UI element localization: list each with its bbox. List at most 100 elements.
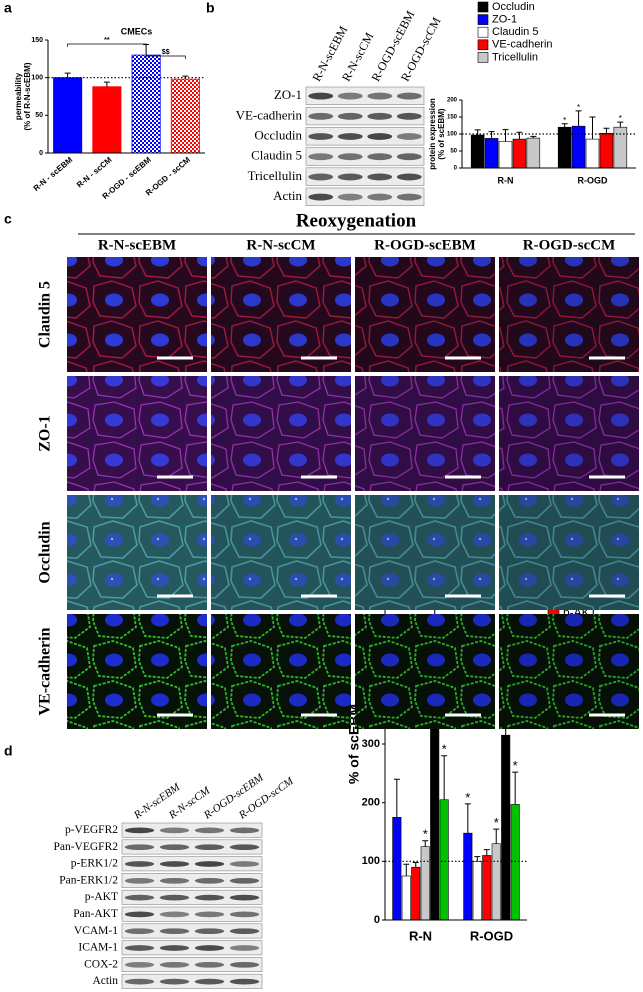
- significance-mark: *: [442, 742, 447, 757]
- micrograph-shade: [67, 257, 207, 372]
- blot-band: [308, 92, 334, 100]
- comparison-bracket: [67, 43, 147, 47]
- y-tick-label: 200: [447, 98, 458, 104]
- error-bar: [561, 123, 568, 128]
- bar: [463, 832, 473, 921]
- blot-strip: [121, 906, 263, 922]
- micrograph: [355, 495, 495, 610]
- blot-band: [159, 945, 190, 951]
- bar: [482, 855, 492, 921]
- blot-strip: [305, 106, 425, 126]
- blot-band: [124, 978, 155, 985]
- micrograph-shade: [499, 495, 639, 610]
- micrograph: [499, 257, 639, 372]
- blot-band: [159, 894, 190, 901]
- error-bar: [493, 828, 500, 844]
- error-bar: [422, 840, 429, 847]
- row-label: Actin: [273, 188, 302, 203]
- micrograph-image: [67, 376, 207, 491]
- row-label: Tricellulin: [248, 168, 303, 183]
- blot-band: [159, 877, 190, 884]
- chart-title: CMECs: [121, 26, 153, 36]
- blot-band: [124, 928, 155, 935]
- column-header: R-OGD-scEBM: [374, 237, 476, 253]
- micrograph-shade: [355, 376, 495, 491]
- blot-band: [308, 153, 334, 161]
- blot-band: [124, 945, 155, 951]
- micrograph-image: [211, 257, 351, 372]
- blot-strip: [121, 873, 263, 889]
- micrograph: [211, 495, 351, 610]
- blot-band: [396, 153, 422, 161]
- error-bar: [103, 81, 110, 87]
- blot-strip: [121, 973, 263, 989]
- blot-band: [159, 861, 190, 867]
- micrograph: [499, 614, 639, 729]
- bar: [512, 138, 527, 169]
- blot-band: [229, 844, 260, 851]
- error-bar: [64, 72, 71, 78]
- blot-band: [124, 894, 155, 901]
- bar: [613, 126, 628, 169]
- micrograph: [355, 257, 495, 372]
- row-label: Actin: [92, 975, 118, 987]
- y-tick-label: 50: [450, 149, 457, 155]
- column-header: R-N-scCM: [246, 237, 315, 253]
- blot-band: [229, 978, 260, 985]
- blot-band: [194, 928, 225, 935]
- micrograph: [67, 495, 207, 610]
- bar: [439, 799, 449, 921]
- blot-band: [229, 827, 260, 834]
- blot-band: [159, 911, 190, 918]
- micrograph-image: [355, 614, 495, 729]
- micrograph-image: [499, 495, 639, 610]
- error-bar: [617, 121, 624, 128]
- blot-band: [194, 844, 225, 851]
- blot-band: [124, 877, 155, 884]
- microscopy-title: Reoxygenation: [296, 210, 417, 231]
- blot-band: [124, 961, 155, 968]
- blot-band: [124, 844, 155, 851]
- legend-label: Occludin: [492, 1, 535, 13]
- micrograph-image: [67, 495, 207, 610]
- micrograph-image: [499, 257, 639, 372]
- legend-swatch: [477, 52, 489, 63]
- blot-band: [194, 945, 225, 951]
- blot-band: [308, 133, 334, 140]
- micrograph: [211, 614, 351, 729]
- blot-band: [337, 133, 363, 140]
- error-bar: [393, 778, 400, 818]
- blot-strip: [305, 167, 425, 186]
- y-axis-label: (% of R-N-scEBM): [23, 62, 32, 130]
- error-bar: [403, 863, 410, 876]
- blot-band: [159, 827, 190, 834]
- micrograph: [499, 495, 639, 610]
- bar: [470, 134, 485, 169]
- error-bar: [474, 856, 481, 862]
- y-tick-label: 50: [35, 112, 43, 119]
- error-bar: [474, 129, 481, 136]
- error-bar: [512, 771, 519, 805]
- blot-band: [396, 112, 422, 120]
- y-tick-label: 150: [447, 115, 458, 121]
- y-tick-label: 100: [31, 75, 43, 82]
- micrograph-shade: [211, 495, 351, 610]
- blot-band: [367, 133, 393, 140]
- micrograph-shade: [67, 614, 207, 729]
- panel-label: d: [4, 743, 13, 759]
- row-label: ICAM-1: [78, 942, 118, 954]
- micrograph-shade: [355, 257, 495, 372]
- micrograph-shade: [67, 376, 207, 491]
- blot-band: [337, 193, 363, 201]
- blot-band: [337, 153, 363, 161]
- bar: [498, 141, 513, 169]
- legend-swatch: [477, 14, 489, 25]
- bar: [472, 861, 482, 921]
- y-tick-label: 0: [39, 150, 43, 157]
- bar: [411, 866, 421, 921]
- blot-band: [396, 92, 422, 100]
- row-header: Claudin 5: [37, 281, 54, 348]
- blot-band: [229, 961, 260, 968]
- legend-label: Tricellulin: [492, 51, 538, 63]
- bar: [557, 126, 572, 169]
